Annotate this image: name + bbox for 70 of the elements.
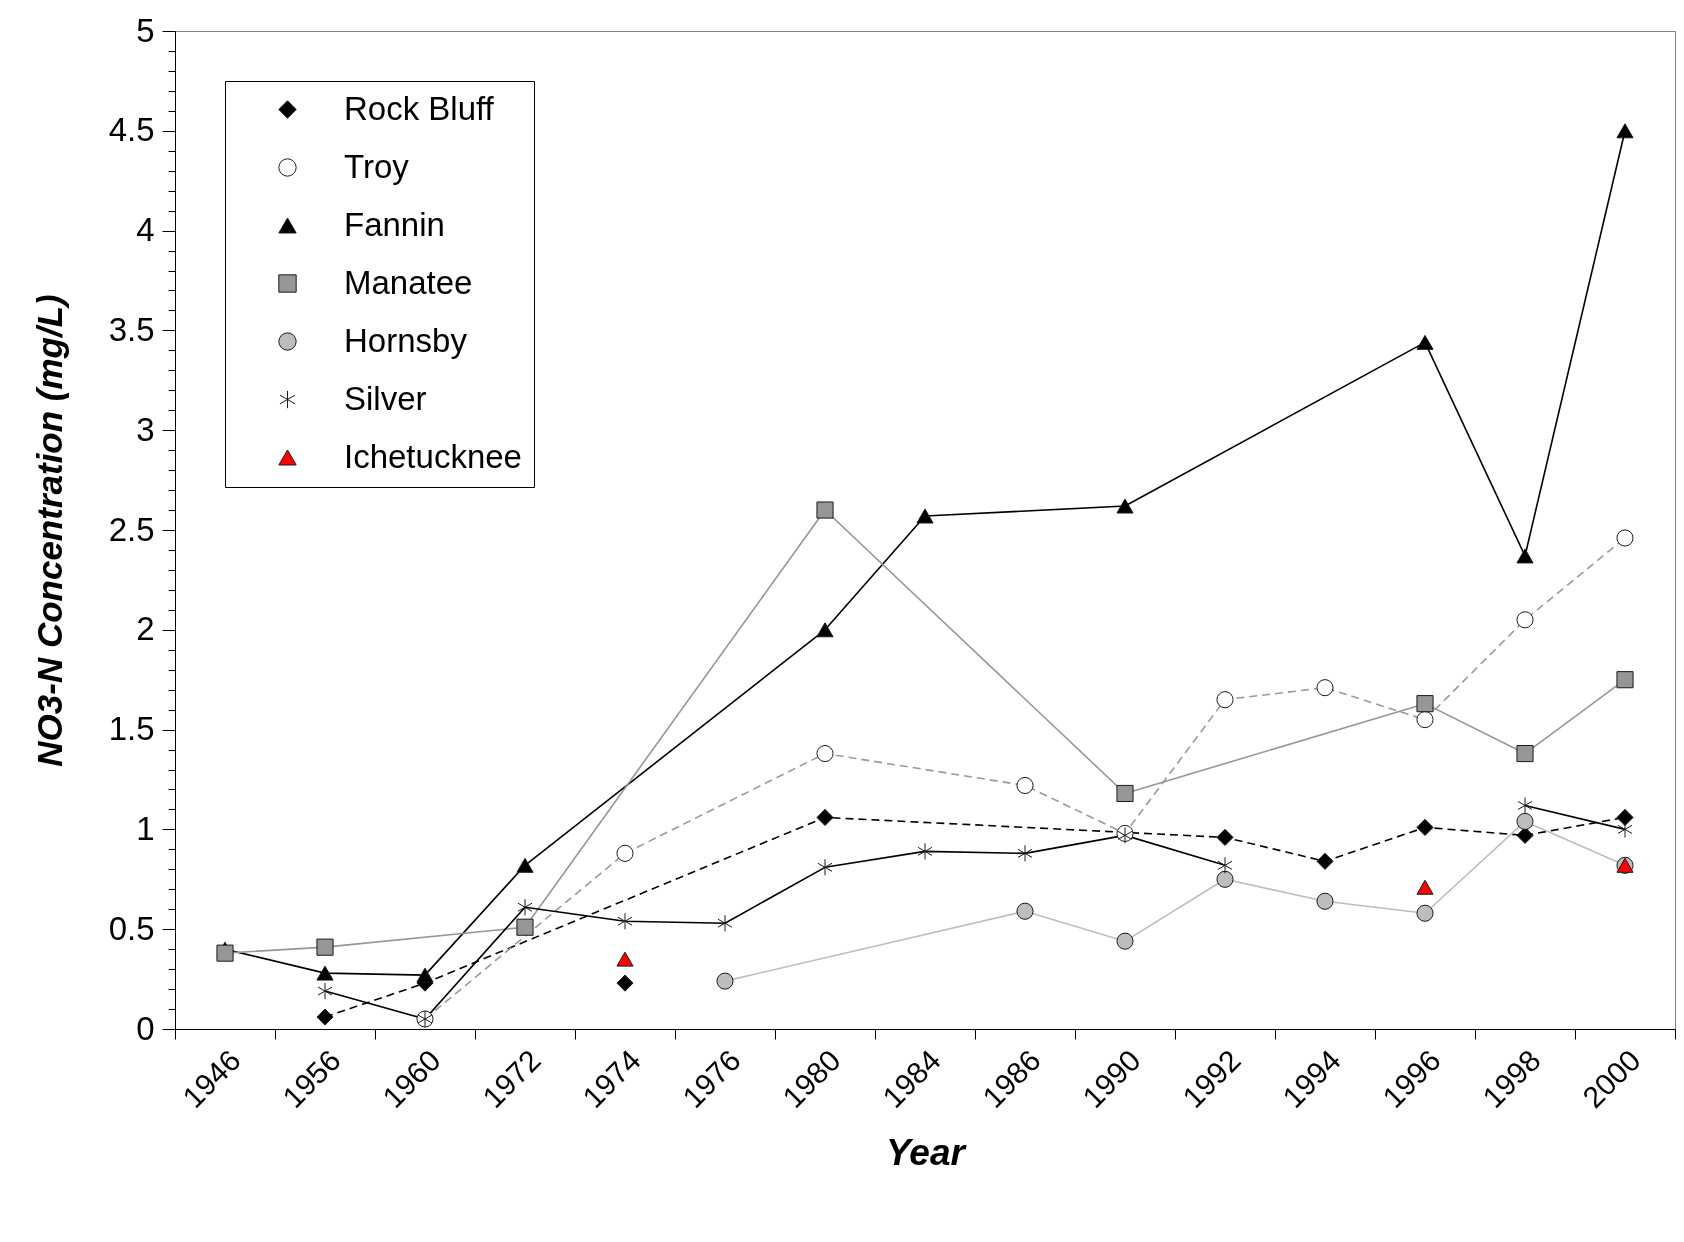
point xyxy=(1216,828,1234,846)
point xyxy=(516,918,534,936)
y-tick-label: 3.5 xyxy=(108,310,155,348)
point xyxy=(1017,844,1033,862)
point xyxy=(1016,902,1034,920)
y-tick-label: 2.5 xyxy=(108,510,155,548)
y-tick-label: 4 xyxy=(136,211,155,249)
y-tick-label: 0.5 xyxy=(108,909,155,947)
point xyxy=(1217,856,1233,874)
y-tick-label: 1.5 xyxy=(108,710,155,748)
point xyxy=(916,508,934,524)
point xyxy=(1316,892,1334,910)
y-tick-label: 4.5 xyxy=(108,111,155,149)
point xyxy=(1516,812,1534,830)
point xyxy=(416,967,434,983)
legend-label: Manatee xyxy=(344,263,473,301)
point xyxy=(1216,870,1234,888)
y-tick-label: 3 xyxy=(136,410,155,448)
legend-label: Silver xyxy=(344,379,427,417)
point xyxy=(1616,671,1634,689)
point xyxy=(817,858,833,876)
y-axis-title: NO3-N Concentration (mg/L) xyxy=(29,294,69,767)
y-tick-label: 0 xyxy=(136,1009,155,1047)
point xyxy=(917,842,933,860)
point xyxy=(716,972,734,990)
point xyxy=(616,951,634,967)
point xyxy=(1516,548,1534,564)
point xyxy=(616,974,634,992)
point xyxy=(316,938,334,956)
y-tick-label: 5 xyxy=(136,11,155,49)
point xyxy=(816,745,834,763)
point xyxy=(1416,334,1434,350)
point xyxy=(1016,776,1034,795)
legend-label: Hornsby xyxy=(344,321,468,359)
point xyxy=(617,912,633,930)
point xyxy=(1517,796,1533,815)
point xyxy=(1416,711,1434,729)
y-tick-label: 1 xyxy=(136,809,155,847)
point xyxy=(1316,852,1334,870)
y-tick-label: 2 xyxy=(136,610,155,648)
point xyxy=(1416,904,1434,922)
point xyxy=(317,982,333,1000)
point xyxy=(1116,784,1134,803)
point xyxy=(1516,744,1534,763)
point xyxy=(1416,818,1434,836)
legend-label: Fannin xyxy=(344,205,445,243)
point xyxy=(1116,932,1134,950)
point xyxy=(1416,879,1434,895)
point xyxy=(1416,695,1434,713)
point xyxy=(816,501,834,519)
point xyxy=(816,808,834,826)
point xyxy=(1616,529,1634,547)
point xyxy=(1616,123,1634,139)
legend-label: Rock Bluff xyxy=(344,89,495,127)
point xyxy=(1216,691,1234,709)
point xyxy=(717,914,733,932)
point xyxy=(316,965,334,981)
point xyxy=(517,898,533,916)
legend-label: Troy xyxy=(344,147,410,185)
point xyxy=(516,857,534,873)
point xyxy=(616,844,634,862)
legend-label: Ichetucknee xyxy=(344,437,522,475)
point xyxy=(1516,611,1534,629)
point xyxy=(1616,808,1634,826)
point xyxy=(216,944,234,962)
point xyxy=(1316,679,1334,697)
x-axis-title: Year xyxy=(886,1131,968,1173)
point xyxy=(316,1008,334,1026)
point xyxy=(1116,498,1134,514)
point xyxy=(816,622,834,638)
